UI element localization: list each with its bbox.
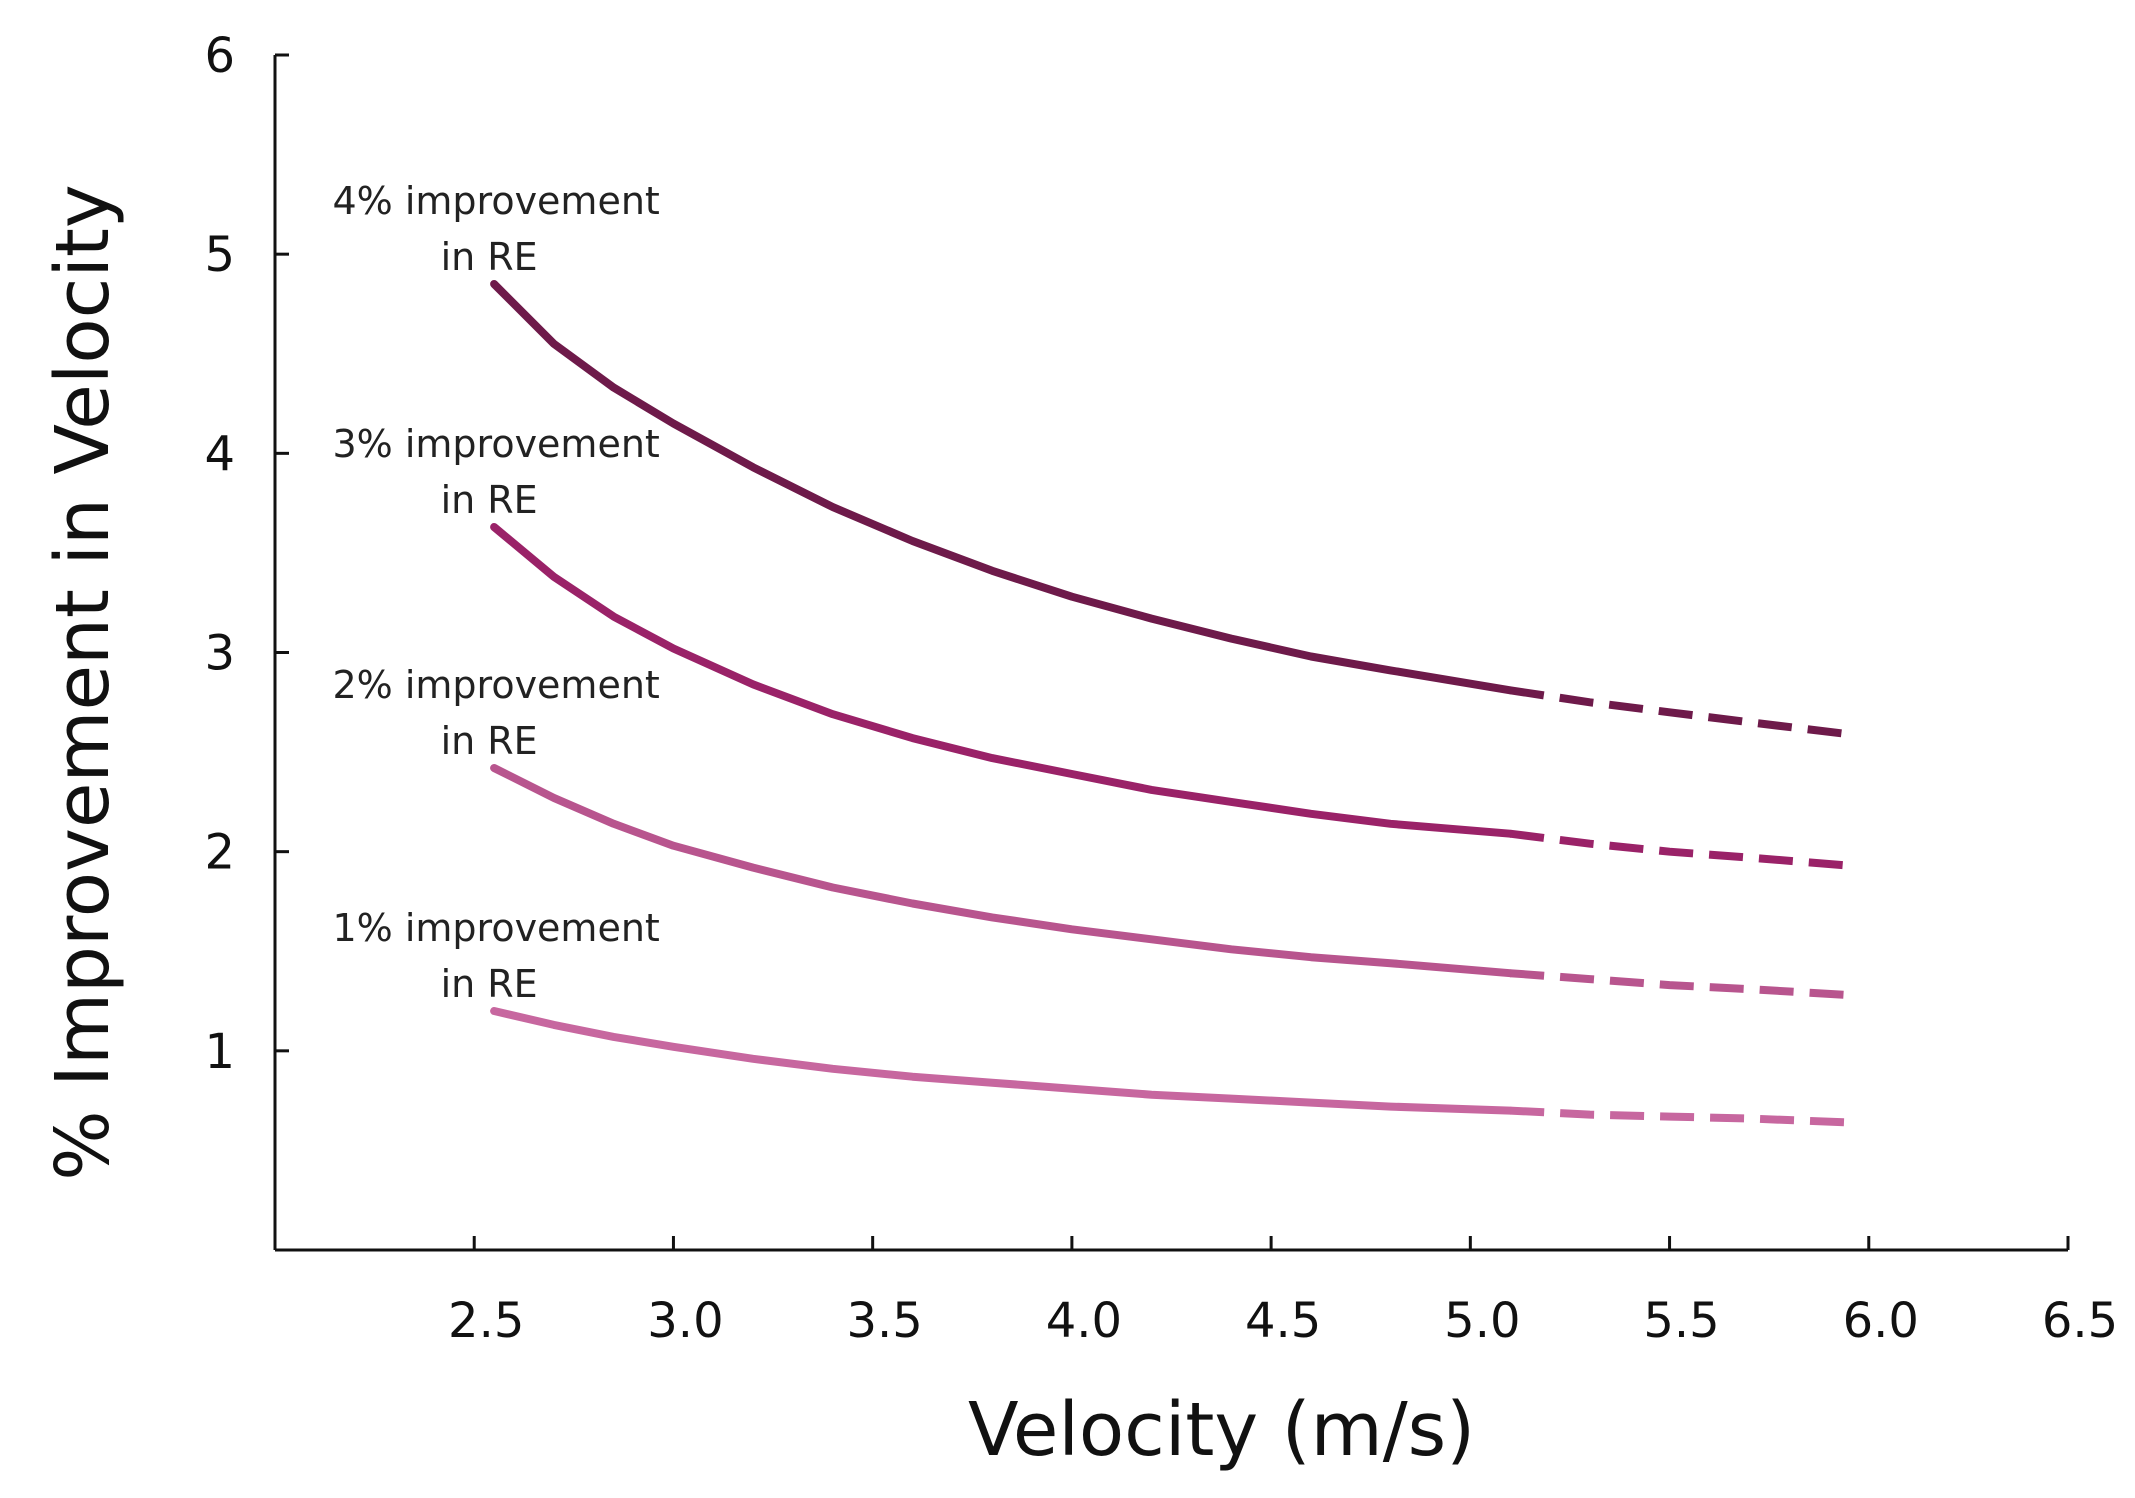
x-tick-label: 2.5 [448,1293,524,1349]
y-tick-label: 6 [204,28,235,84]
series-label-line1: 1% improvement [332,906,659,950]
series-line-dashed-1 [1509,686,1850,739]
series-label-line1: 2% improvement [332,663,659,707]
x-tick-label: 4.0 [1046,1293,1122,1349]
x-tick-label: 5.0 [1444,1293,1520,1349]
series-line-solid-2 [490,523,1515,838]
series-line-dashed-3 [1509,969,1850,1000]
y-tick-label: 5 [204,227,235,283]
y-tick-label: 4 [204,426,235,482]
x-tick-label: 6.0 [1843,1293,1919,1349]
series-label-line1: 3% improvement [332,422,659,466]
x-tick-label: 6.5 [2042,1293,2118,1349]
series-label-line2: in RE [441,235,538,279]
y-tick-label: 3 [204,626,235,682]
axes: 1 2 3 4 5 6 2.5 3.0 3.5 4.0 4.5 5.0 5.5 6.0 6.5 [204,28,2118,1349]
series-line-solid-4 [490,1007,1515,1115]
x-tick-label: 3.5 [846,1293,922,1349]
series-line-solid-1 [490,280,1515,695]
series-layer [490,280,1850,1127]
x-axis-title: Velocity (m/s) [968,1387,1475,1473]
series-line-dashed-2 [1509,829,1850,870]
y-tick-label: 2 [204,825,235,881]
y-axis-title: % Improvement in Velocity [40,184,126,1180]
x-tick-label: 4.5 [1245,1293,1321,1349]
x-tick-label: 5.5 [1643,1293,1719,1349]
series-label-line2: in RE [441,478,538,522]
series-label-line2: in RE [441,962,538,1006]
series-label-line1: 4% improvement [332,179,659,223]
x-tick-label: 3.0 [647,1293,723,1349]
y-tick-label: 1 [204,1024,235,1080]
series-label-line2: in RE [441,719,538,763]
series-line-solid-3 [490,764,1515,978]
series-line-dashed-4 [1509,1106,1850,1127]
annotation-layer: 4% improvement in RE 3% improvement in RE 2%… [332,179,659,1006]
